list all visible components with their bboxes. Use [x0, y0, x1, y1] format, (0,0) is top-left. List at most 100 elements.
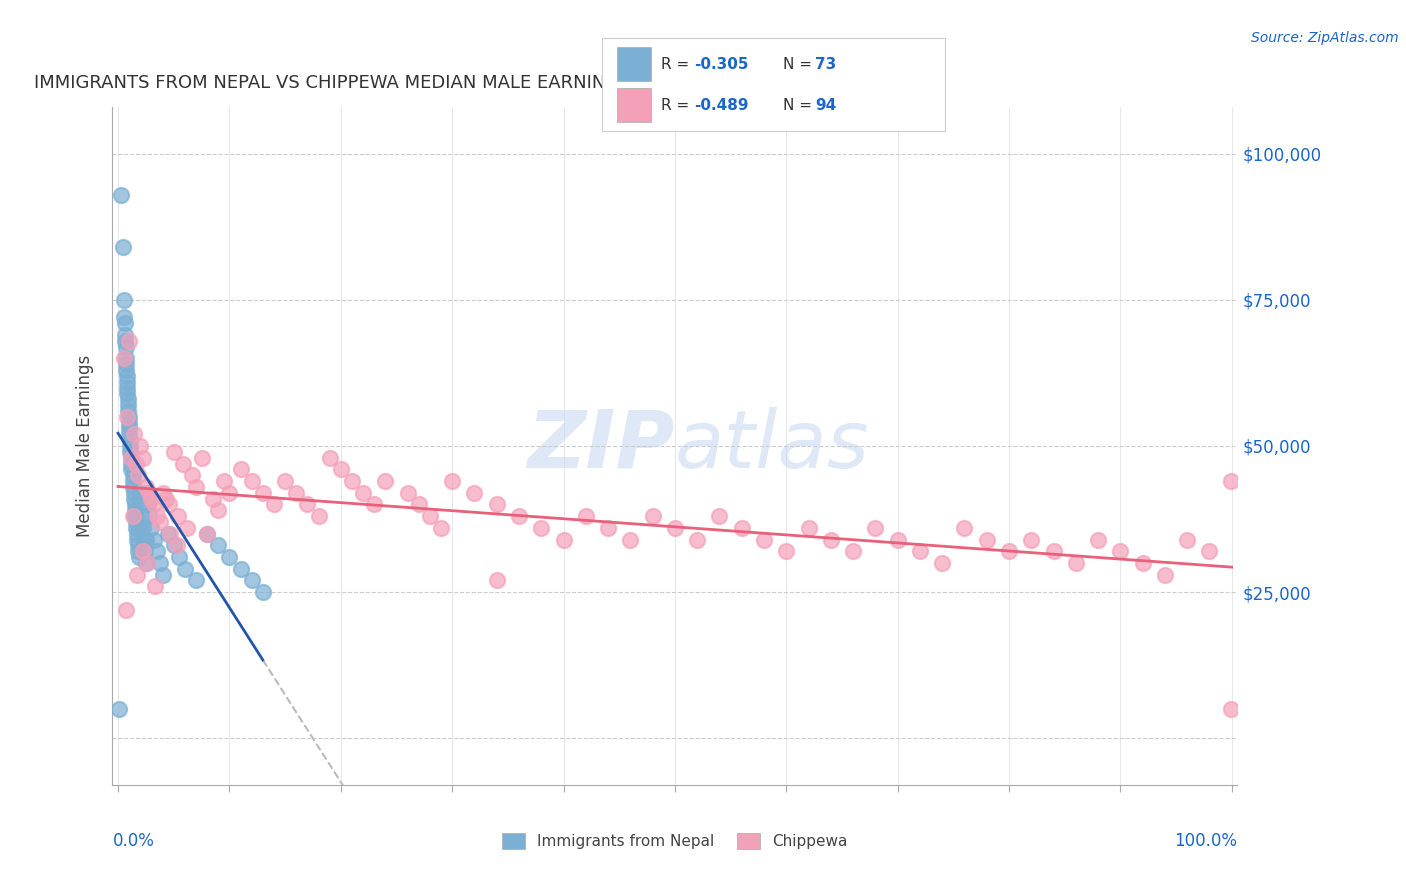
- Point: [1109, 544, 1132, 558]
- Point: [108, 702, 131, 716]
- Point: [138, 509, 160, 524]
- Point: [308, 509, 330, 524]
- Point: [127, 538, 149, 552]
- Point: [135, 480, 157, 494]
- Point: [485, 498, 508, 512]
- Point: [163, 445, 186, 459]
- Y-axis label: Median Male Earnings: Median Male Earnings: [76, 355, 94, 537]
- Point: [998, 544, 1021, 558]
- Point: [132, 533, 155, 547]
- Point: [131, 544, 153, 558]
- Point: [157, 526, 180, 541]
- Point: [463, 485, 485, 500]
- Point: [408, 498, 430, 512]
- Point: [218, 549, 240, 564]
- Point: [664, 521, 686, 535]
- Point: [1064, 556, 1087, 570]
- Point: [195, 526, 218, 541]
- Point: [252, 585, 274, 599]
- Point: [134, 544, 156, 558]
- Point: [207, 538, 229, 552]
- Point: [141, 521, 163, 535]
- Text: R =: R =: [661, 98, 695, 112]
- Point: [953, 521, 976, 535]
- Point: [886, 533, 908, 547]
- Point: [121, 468, 143, 483]
- Point: [797, 521, 820, 535]
- Point: [115, 368, 138, 383]
- Point: [240, 574, 263, 588]
- Point: [120, 445, 142, 459]
- Point: [118, 421, 141, 435]
- Point: [396, 485, 419, 500]
- Point: [157, 498, 180, 512]
- Point: [340, 474, 363, 488]
- Point: [596, 521, 619, 535]
- Point: [120, 457, 142, 471]
- Point: [128, 549, 150, 564]
- Point: [142, 533, 165, 547]
- Point: [1219, 702, 1241, 716]
- Point: [441, 474, 464, 488]
- Point: [118, 334, 141, 348]
- Point: [115, 380, 138, 394]
- Legend: Immigrants from Nepal, Chippewa: Immigrants from Nepal, Chippewa: [496, 827, 853, 855]
- Point: [136, 556, 159, 570]
- Point: [1219, 474, 1241, 488]
- Point: [152, 567, 174, 582]
- Point: [115, 351, 138, 366]
- Point: [184, 574, 207, 588]
- Point: [136, 498, 159, 512]
- Point: [530, 521, 553, 535]
- Point: [136, 485, 159, 500]
- Text: R =: R =: [661, 57, 695, 71]
- Point: [229, 562, 252, 576]
- Point: [118, 409, 141, 424]
- Text: Source: ZipAtlas.com: Source: ZipAtlas.com: [1251, 31, 1399, 45]
- Point: [149, 556, 172, 570]
- Point: [120, 462, 142, 476]
- Point: [127, 468, 149, 483]
- Point: [112, 293, 135, 307]
- Point: [229, 462, 252, 476]
- Point: [121, 474, 143, 488]
- Point: [124, 509, 146, 524]
- Point: [135, 556, 157, 570]
- Point: [125, 457, 148, 471]
- Point: [176, 521, 198, 535]
- Point: [1132, 556, 1154, 570]
- Point: [120, 433, 142, 447]
- Point: [115, 340, 138, 354]
- Point: [201, 491, 224, 506]
- Point: [124, 503, 146, 517]
- Point: [430, 521, 453, 535]
- Point: [297, 498, 319, 512]
- Point: [125, 567, 148, 582]
- Point: [184, 480, 207, 494]
- Point: [146, 509, 169, 524]
- Point: [129, 439, 152, 453]
- Point: [115, 602, 138, 616]
- Point: [131, 450, 153, 465]
- Text: ZIP: ZIP: [527, 407, 675, 485]
- Point: [115, 386, 138, 401]
- Text: IMMIGRANTS FROM NEPAL VS CHIPPEWA MEDIAN MALE EARNINGS CORRELATION CHART: IMMIGRANTS FROM NEPAL VS CHIPPEWA MEDIAN…: [34, 74, 831, 92]
- Point: [318, 450, 340, 465]
- Point: [169, 549, 191, 564]
- Point: [931, 556, 953, 570]
- Point: [167, 509, 190, 524]
- Point: [274, 474, 297, 488]
- Point: [121, 480, 143, 494]
- Point: [115, 375, 138, 389]
- Point: [865, 521, 887, 535]
- Point: [146, 544, 169, 558]
- Point: [125, 521, 148, 535]
- Point: [1154, 567, 1177, 582]
- Point: [115, 357, 138, 371]
- Point: [329, 462, 352, 476]
- Point: [118, 427, 141, 442]
- Point: [908, 544, 931, 558]
- Point: [125, 526, 148, 541]
- Point: [374, 474, 396, 488]
- Point: [1087, 533, 1109, 547]
